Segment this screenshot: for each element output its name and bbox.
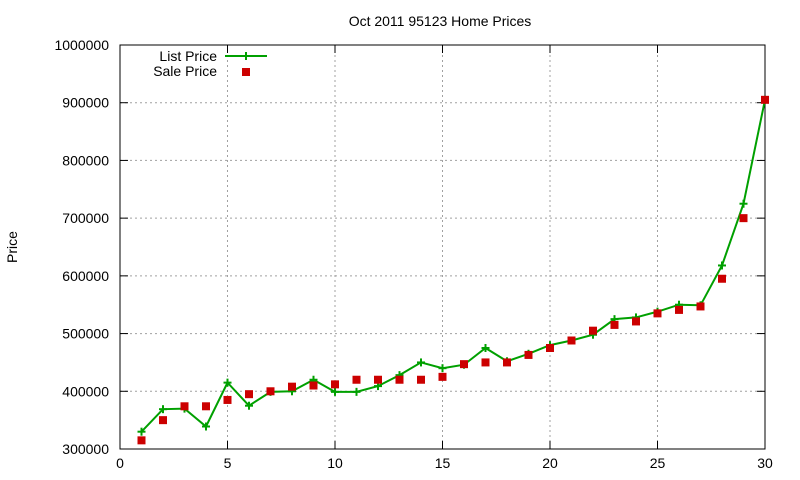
list-price-point: [481, 344, 490, 352]
x-tick-label: 5: [224, 455, 232, 471]
sale-price-point: [589, 326, 597, 335]
list-price-point: [352, 387, 361, 396]
sale-price-point: [438, 372, 447, 381]
sale-price-point: [761, 95, 769, 104]
sale-price-point: [288, 382, 296, 391]
y-tick-label: 400000: [62, 383, 109, 399]
sale-price-point: [202, 402, 210, 411]
y-tick-label: 800000: [62, 152, 109, 168]
sale-price-point: [653, 309, 662, 318]
sale-price-point: [180, 402, 189, 411]
sale-price-point: [546, 344, 554, 352]
y-tick-label: 1000000: [54, 37, 109, 53]
sale-price-point: [567, 336, 576, 345]
list-price-point: [159, 405, 167, 414]
y-tick-label: 600000: [62, 268, 109, 284]
sale-price-point: [718, 274, 726, 283]
sale-price-point: [417, 375, 425, 384]
x-tick-label: 10: [327, 455, 343, 471]
list-price-point: [202, 422, 210, 431]
x-tick-label: 15: [435, 455, 451, 471]
legend-label-sale-price: Sale Price: [153, 63, 217, 79]
sale-price-point: [675, 305, 683, 314]
list-price-point: [718, 261, 726, 270]
sale-price-point: [460, 360, 468, 369]
sale-price-point: [137, 436, 146, 445]
x-tick-label: 0: [116, 455, 124, 471]
sale-price-point: [245, 390, 253, 399]
list-price-point: [223, 378, 232, 387]
sale-price-point: [266, 387, 275, 396]
sale-price-point: [223, 395, 232, 404]
sale-price-point: [632, 317, 640, 326]
x-tick-label: 20: [542, 455, 558, 471]
y-tick-label: 700000: [62, 210, 109, 226]
gridlines: [120, 45, 765, 449]
list-price-line: [140, 99, 766, 433]
list-price-point: [417, 358, 425, 367]
axis-ticks: 0 5 10 15 20 25 30 300000 400000 500000 600000 7000…: [54, 37, 773, 471]
data-series: [137, 95, 769, 445]
legend-swatch-sale-price: [242, 68, 250, 76]
y-axis-label: Price: [4, 231, 20, 263]
x-tick-label: 30: [757, 455, 773, 471]
chart-title: Oct 2011 95123 Home Prices: [349, 13, 532, 29]
x-tick-label: 25: [650, 455, 666, 471]
list-price-point: [739, 199, 748, 208]
sale-price-point: [696, 302, 705, 311]
sale-price-point: [524, 350, 533, 359]
sale-price-point: [374, 375, 382, 384]
sale-price-point: [159, 416, 167, 425]
sale-price-point: [352, 375, 361, 384]
sale-price-point: [309, 381, 318, 390]
list-price-point: [245, 401, 253, 410]
sale-price-point: [739, 214, 748, 223]
y-tick-label: 300000: [62, 441, 109, 457]
list-price-point: [137, 427, 146, 436]
sale-price-point: [481, 358, 490, 367]
sale-price-point: [331, 380, 339, 389]
list-price-point: [438, 364, 447, 373]
sale-price-point: [395, 375, 404, 384]
sale-price-point: [610, 320, 619, 329]
y-tick-label: 500000: [62, 326, 109, 342]
y-tick-label: 900000: [62, 95, 109, 111]
list-price-point: [331, 387, 339, 396]
legend-label-list-price: List Price: [159, 48, 217, 64]
sale-price-point: [503, 358, 511, 367]
